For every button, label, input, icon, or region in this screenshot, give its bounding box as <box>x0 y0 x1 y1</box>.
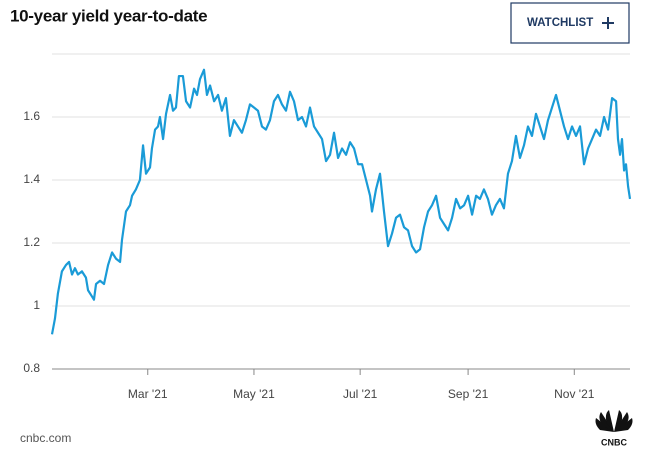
x-tick-label: Jul '21 <box>343 387 378 401</box>
logo-feather <box>605 410 614 432</box>
button-label[interactable]: WATCHLIST <box>527 17 593 29</box>
source-label: cnbc.com <box>20 431 71 445</box>
watchlist-button[interactable]: WATCHLIST <box>510 2 630 44</box>
y-tick-label: 1.4 <box>23 172 40 186</box>
logo-feather <box>614 412 629 432</box>
grid: 0.8 1 1.2 1.4 1.6 Mar '21 May '21 Jul '21 Sep '2… <box>23 109 630 401</box>
y-tick-label: 0.8 <box>23 361 40 375</box>
x-tick-label: Nov '21 <box>554 387 595 401</box>
plot <box>50 68 632 335</box>
y-tick-label: 1.2 <box>23 235 40 249</box>
plus-icon[interactable] <box>602 17 614 29</box>
x-tick-label: May '21 <box>233 387 275 401</box>
x-tick-label: Mar '21 <box>128 387 168 401</box>
logo-feather <box>614 418 633 432</box>
x-tick-label: Sep '21 <box>448 387 489 401</box>
logo-text: CNBC <box>601 437 627 447</box>
chart-title: 10-year yield year-to-date <box>10 6 207 25</box>
logo-feather <box>614 410 623 432</box>
cnbc-logo: CNBC <box>595 410 633 447</box>
y-tick-label: 1 <box>33 298 40 312</box>
y-tick-label: 1.6 <box>23 109 40 123</box>
yield-line <box>50 68 632 335</box>
